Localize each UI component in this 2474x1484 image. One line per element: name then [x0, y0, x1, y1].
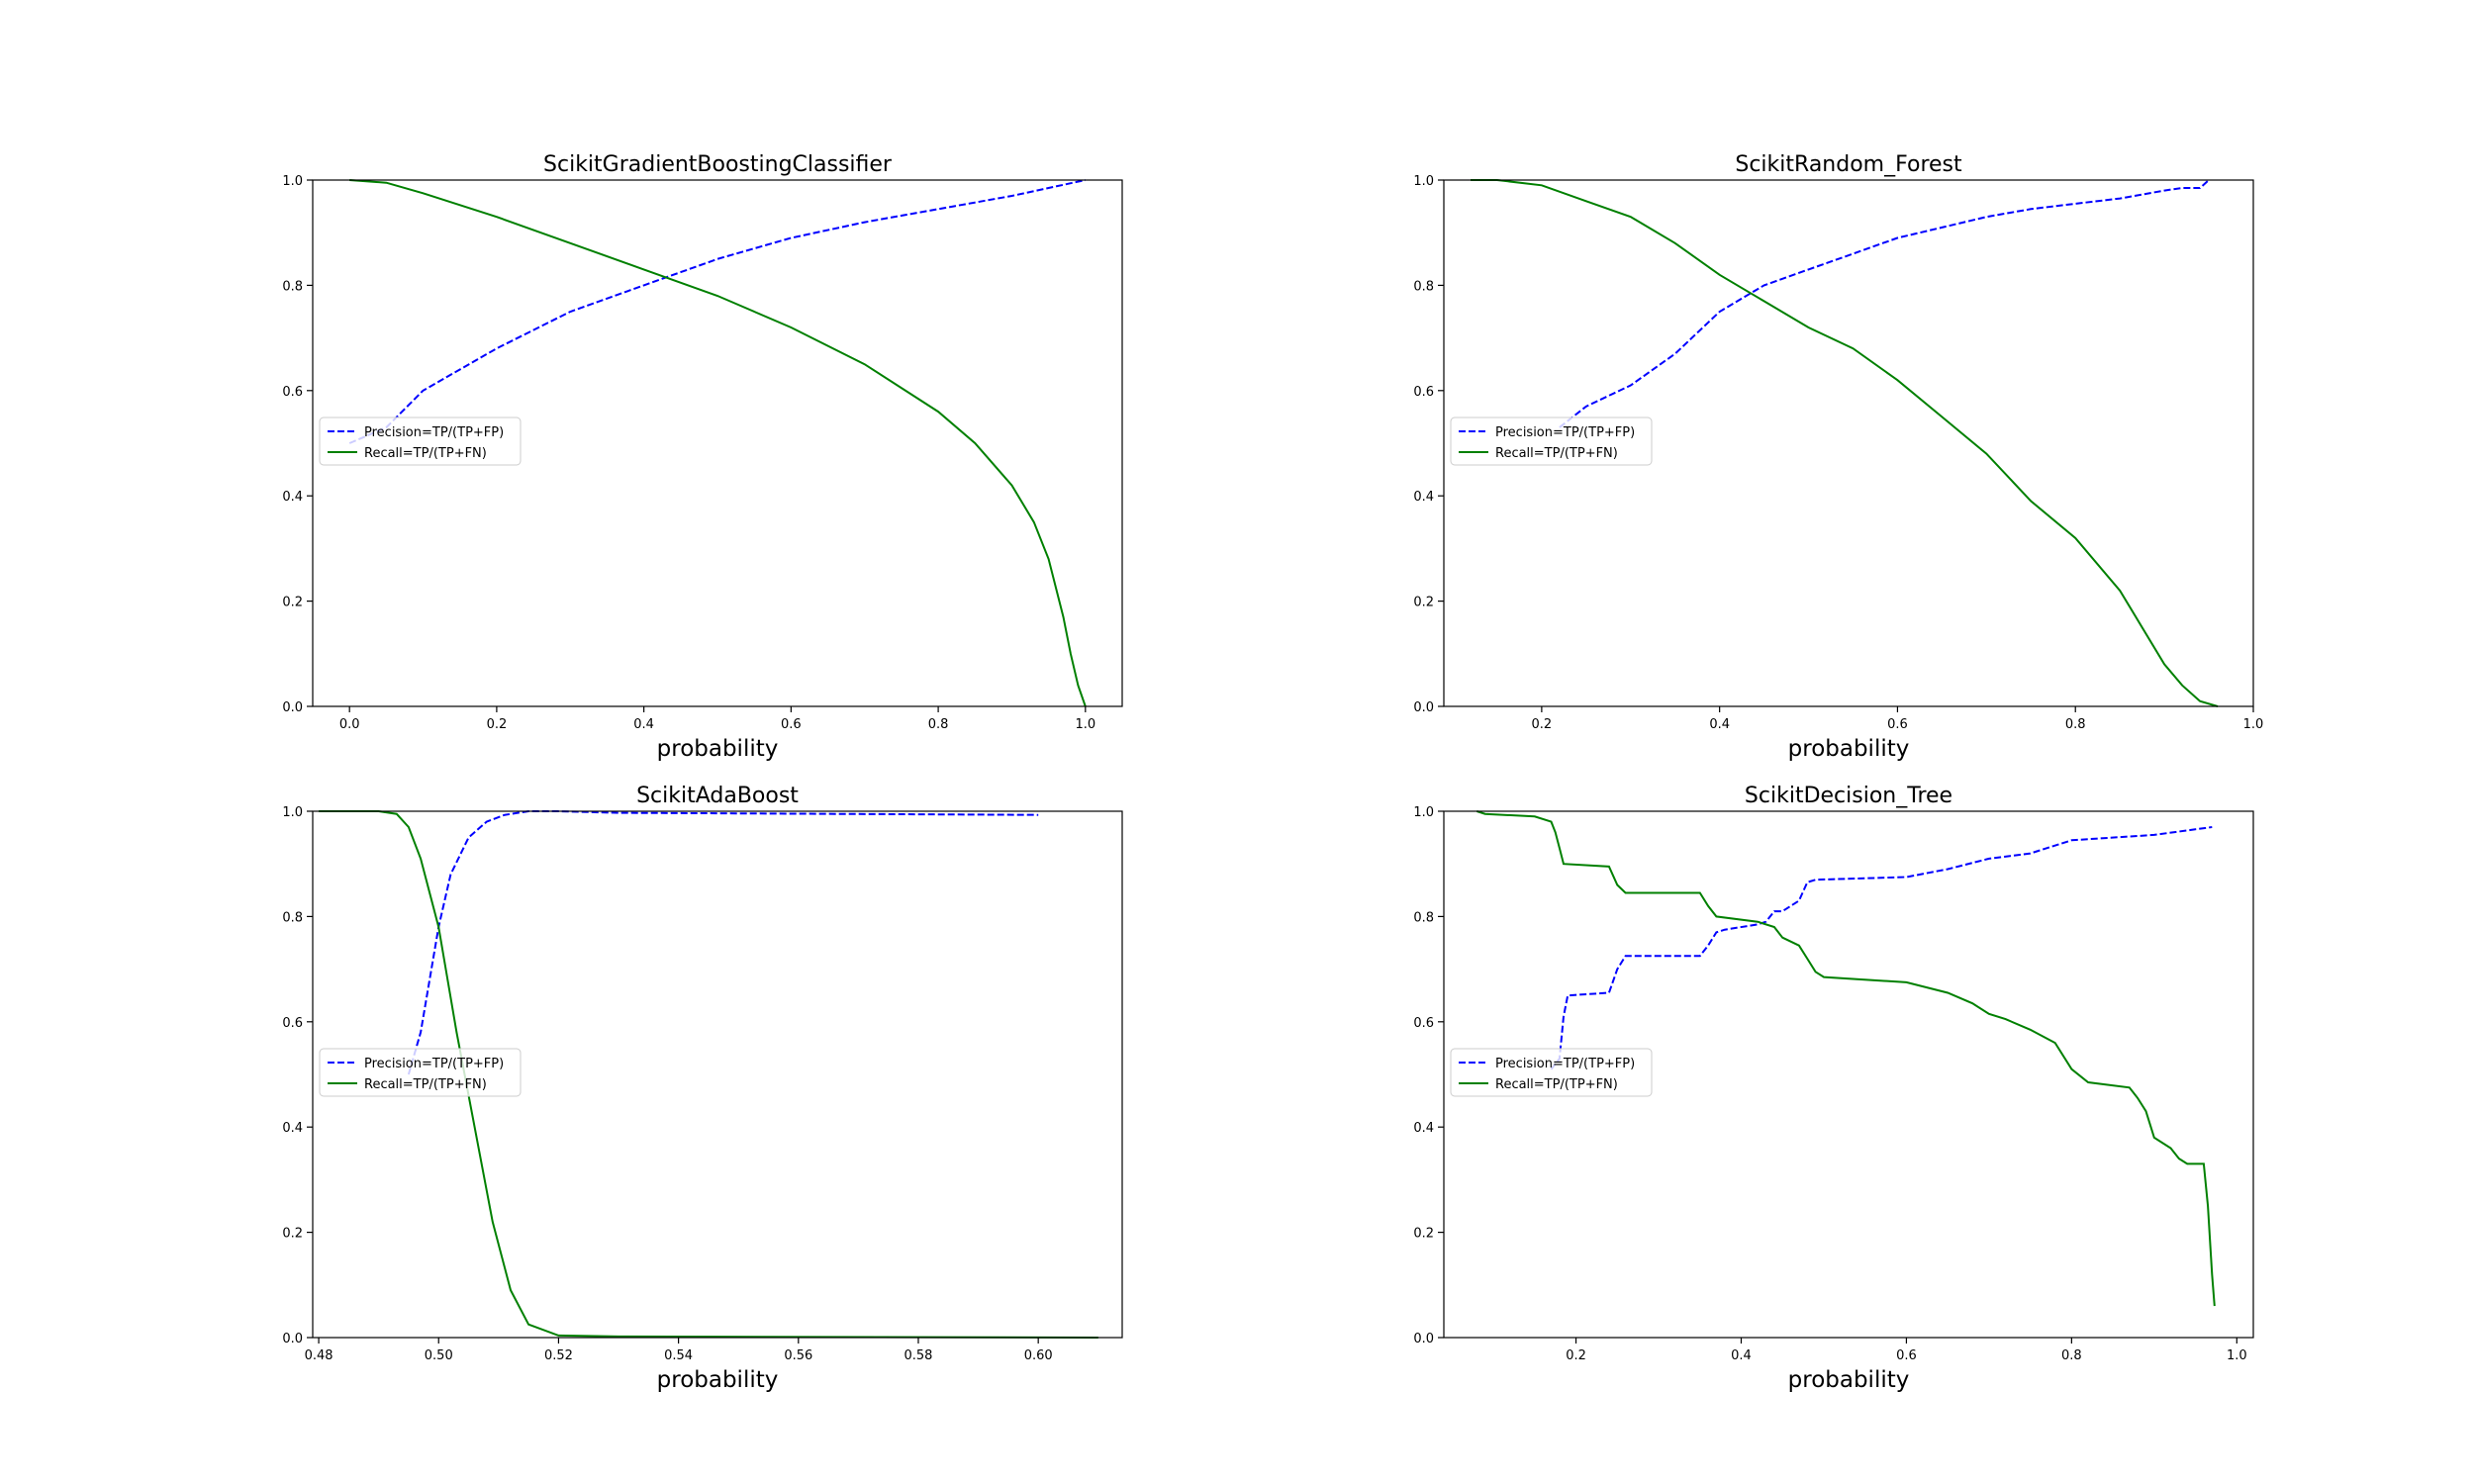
legend-label: Recall=TP/(TP+FN) [364, 446, 487, 461]
y-tick-label: 0.0 [1413, 700, 1434, 715]
x-tick-label: 0.4 [1731, 1348, 1752, 1363]
legend: Precision=TP/(TP+FP) Recall=TP/(TP+FN) [319, 417, 522, 466]
chart-title: ScikitGradientBoostingClassifier [543, 152, 893, 177]
subplot-4: 0.2 0.4 0.6 0.8 1.0 0.0 0.2 0.4 0.6 0.8 1.0 ScikitD… [1413, 784, 2254, 1393]
x-tick-label: 0.8 [2061, 1348, 2082, 1363]
x-tick-label: 0.48 [305, 1348, 333, 1363]
precision-line [1559, 179, 2210, 428]
legend-label: Precision=TP/(TP+FP) [1495, 425, 1635, 440]
chart-title: ScikitAdaBoost [636, 784, 799, 808]
y-tick-label: 0.2 [1413, 596, 1434, 610]
y-tick-label: 0.4 [282, 1121, 303, 1136]
precision-line [1550, 826, 2213, 1070]
x-tick-label: 1.0 [2227, 1348, 2247, 1363]
x-tick-label: 0.50 [425, 1348, 453, 1363]
precision-line [407, 810, 1039, 1075]
x-tick-label: 0.54 [664, 1348, 693, 1363]
recall-line [1471, 179, 2219, 707]
x-axis-label: probability [1788, 736, 1910, 762]
y-tick-label: 0.6 [282, 385, 303, 400]
x-tick-label: 0.8 [2065, 717, 2086, 732]
legend: Precision=TP/(TP+FP) Recall=TP/(TP+FN) [1450, 417, 1653, 466]
x-tick-label: 1.0 [2243, 717, 2264, 732]
legend-label: Recall=TP/(TP+FN) [364, 1077, 487, 1092]
x-tick-label: 0.6 [781, 717, 802, 732]
x-tick-label: 0.2 [1566, 1348, 1586, 1363]
legend-box [319, 1048, 522, 1097]
legend-box [1450, 1048, 1653, 1097]
x-tick-label: 0.4 [633, 717, 654, 732]
precision-line [348, 179, 1087, 444]
y-tick-label: 0.8 [1413, 910, 1434, 925]
y-tick-label: 1.0 [282, 174, 303, 189]
recall-line [1476, 810, 2216, 1307]
y-tick-label: 0.8 [282, 910, 303, 925]
x-tick-label: 0.58 [904, 1348, 933, 1363]
x-tick-label: 0.2 [487, 717, 508, 732]
y-tick-label: 0.0 [282, 1332, 303, 1346]
x-tick-label: 0.56 [784, 1348, 812, 1363]
x-tick-label: 0.60 [1024, 1348, 1053, 1363]
x-axis-label: probability [657, 736, 779, 762]
legend-label: Recall=TP/(TP+FN) [1495, 1077, 1618, 1092]
y-tick-label: 0.6 [1413, 1016, 1434, 1031]
y-tick-label: 0.4 [282, 490, 303, 505]
x-tick-label: 0.52 [544, 1348, 573, 1363]
y-tick-label: 0.2 [1413, 1227, 1434, 1242]
axes-frame [312, 810, 1123, 1339]
legend-label: Precision=TP/(TP+FP) [364, 425, 504, 440]
subplot-2: 0.2 0.4 0.6 0.8 1.0 0.0 0.2 0.4 0.6 0.8 1.0 ScikitR… [1413, 152, 2263, 762]
legend: Precision=TP/(TP+FP) Recall=TP/(TP+FN) [319, 1048, 522, 1097]
x-tick-label: 0.4 [1709, 717, 1730, 732]
y-tick-label: 0.6 [282, 1016, 303, 1031]
x-tick-label: 0.6 [1896, 1348, 1917, 1363]
chart-title: ScikitDecision_Tree [1745, 784, 1952, 808]
subplot-1: 0.0 0.2 0.4 0.6 0.8 1.0 0.0 0.2 0.4 0.6 0.8 1.0 Scik… [282, 152, 1123, 762]
chart-title: ScikitRandom_Forest [1735, 152, 1962, 177]
y-tick-label: 1.0 [1413, 174, 1434, 189]
legend-box [319, 417, 522, 466]
x-tick-label: 0.0 [339, 717, 360, 732]
y-tick-label: 0.8 [282, 279, 303, 294]
legend-box [1450, 417, 1653, 466]
legend: Precision=TP/(TP+FP) Recall=TP/(TP+FN) [1450, 1048, 1653, 1097]
legend-label: Precision=TP/(TP+FP) [1495, 1057, 1635, 1071]
legend-label: Precision=TP/(TP+FP) [364, 1057, 504, 1071]
y-tick-label: 1.0 [282, 805, 303, 820]
y-tick-label: 0.2 [282, 596, 303, 610]
subplot-3: 0.48 0.50 0.52 0.54 0.56 0.58 0.60 0.0 0.2 0.4 0.6… [282, 784, 1123, 1393]
y-tick-label: 0.4 [1413, 1121, 1434, 1136]
y-tick-label: 0.4 [1413, 490, 1434, 505]
x-axis-label: probability [1788, 1367, 1910, 1393]
x-tick-label: 0.6 [1887, 717, 1908, 732]
x-tick-label: 0.8 [928, 717, 949, 732]
y-tick-label: 0.8 [1413, 279, 1434, 294]
y-tick-label: 1.0 [1413, 805, 1434, 820]
legend-label: Recall=TP/(TP+FN) [1495, 446, 1618, 461]
axes-frame [1443, 810, 2254, 1339]
y-tick-label: 0.0 [1413, 1332, 1434, 1346]
axes-frame [1443, 179, 2254, 707]
y-tick-label: 0.0 [282, 700, 303, 715]
x-axis-label: probability [657, 1367, 779, 1393]
recall-line [349, 179, 1087, 707]
y-tick-label: 0.2 [282, 1227, 303, 1242]
y-tick-label: 0.6 [1413, 385, 1434, 400]
x-tick-label: 0.2 [1532, 717, 1553, 732]
axes-frame [312, 179, 1123, 707]
x-tick-label: 1.0 [1075, 717, 1095, 732]
